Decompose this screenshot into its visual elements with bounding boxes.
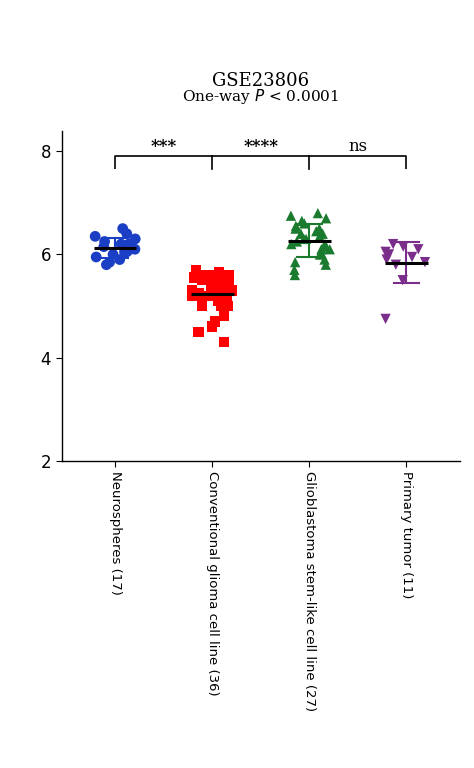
- Point: [318, 248, 326, 260]
- Point: [208, 282, 215, 294]
- Point: [326, 243, 334, 256]
- Point: [209, 282, 217, 294]
- Point: [217, 276, 224, 289]
- Point: [321, 253, 328, 266]
- Point: [382, 246, 389, 258]
- Point: [382, 313, 389, 325]
- Point: [287, 210, 295, 222]
- Point: [218, 300, 225, 312]
- Point: [192, 263, 200, 276]
- Point: [225, 269, 233, 281]
- Point: [291, 263, 298, 276]
- Point: [223, 295, 231, 307]
- Point: [131, 233, 139, 245]
- Point: [421, 256, 429, 268]
- Point: [383, 253, 391, 266]
- Point: [207, 269, 214, 281]
- Point: [219, 276, 227, 289]
- Text: ***: ***: [150, 138, 177, 155]
- Text: ns: ns: [348, 138, 367, 155]
- Point: [189, 284, 196, 296]
- Point: [203, 271, 211, 283]
- Point: [297, 227, 305, 240]
- Point: [318, 243, 325, 256]
- Point: [321, 238, 329, 250]
- Point: [195, 287, 203, 300]
- Point: [314, 207, 322, 220]
- Point: [208, 320, 216, 333]
- Point: [123, 246, 131, 258]
- Point: [131, 243, 139, 256]
- Point: [109, 248, 117, 260]
- Point: [392, 259, 400, 271]
- Point: [399, 274, 407, 286]
- Point: [220, 310, 228, 323]
- Point: [300, 233, 308, 245]
- Point: [291, 269, 299, 281]
- Point: [228, 284, 235, 296]
- Point: [208, 290, 216, 302]
- Point: [415, 243, 422, 256]
- Point: [199, 300, 206, 312]
- Point: [301, 217, 308, 230]
- Point: [223, 280, 230, 292]
- Point: [215, 280, 222, 292]
- Point: [214, 295, 221, 307]
- Point: [198, 290, 205, 302]
- Point: [116, 253, 124, 266]
- Point: [222, 284, 229, 296]
- Point: [292, 220, 300, 232]
- Text: One-way $\mathit{P}$ < 0.0001: One-way $\mathit{P}$ < 0.0001: [182, 87, 339, 105]
- Point: [211, 316, 219, 328]
- Point: [215, 266, 223, 279]
- Point: [220, 305, 228, 317]
- Point: [225, 280, 233, 292]
- Point: [316, 230, 323, 243]
- Point: [293, 235, 301, 247]
- Point: [322, 212, 330, 224]
- Point: [123, 227, 131, 240]
- Point: [322, 259, 329, 271]
- Point: [92, 251, 100, 263]
- Point: [195, 326, 202, 338]
- Point: [101, 235, 109, 247]
- Text: ****: ****: [243, 138, 278, 155]
- Point: [220, 336, 228, 348]
- Point: [103, 259, 110, 271]
- Point: [117, 238, 125, 250]
- Point: [216, 284, 224, 296]
- Point: [119, 223, 127, 235]
- Point: [288, 238, 295, 250]
- Point: [212, 274, 220, 286]
- Point: [189, 290, 196, 302]
- Point: [408, 251, 416, 263]
- Point: [400, 240, 407, 253]
- Point: [91, 230, 99, 243]
- Point: [319, 227, 327, 240]
- Point: [125, 238, 133, 250]
- Point: [190, 271, 198, 283]
- Point: [127, 243, 134, 256]
- Point: [121, 246, 128, 258]
- Point: [224, 300, 231, 312]
- Point: [316, 223, 323, 235]
- Point: [292, 256, 299, 268]
- Title: GSE23806: GSE23806: [212, 72, 309, 90]
- Point: [302, 233, 310, 245]
- Point: [316, 248, 324, 260]
- Point: [106, 256, 113, 268]
- Point: [197, 269, 205, 281]
- Point: [220, 276, 228, 289]
- Point: [321, 240, 329, 253]
- Point: [199, 274, 206, 286]
- Point: [298, 215, 306, 227]
- Point: [100, 240, 108, 253]
- Point: [292, 223, 300, 235]
- Point: [312, 225, 320, 237]
- Point: [389, 238, 397, 250]
- Point: [385, 248, 393, 260]
